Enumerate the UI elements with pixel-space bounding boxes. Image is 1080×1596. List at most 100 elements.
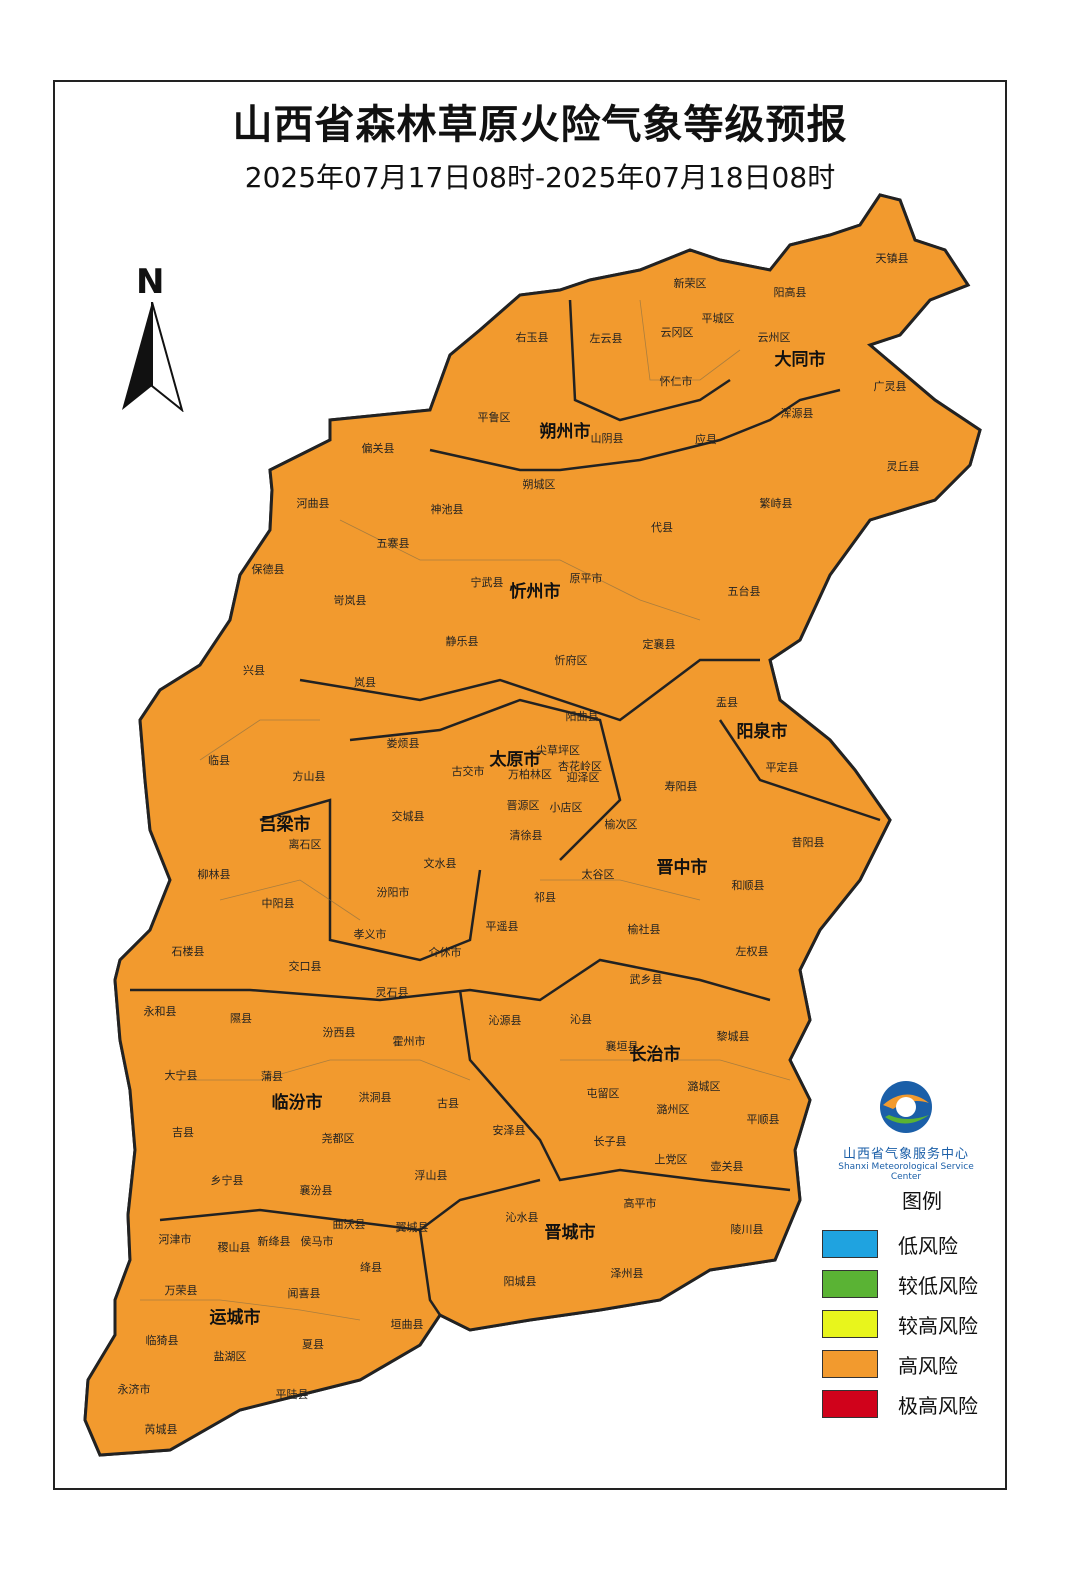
logo-icon: [880, 1081, 932, 1133]
legend-swatch-extreme: [822, 1390, 878, 1418]
county-label: 忻府区: [555, 653, 588, 667]
county-label: 霍州市: [393, 1034, 426, 1048]
city-label: 太原市: [490, 749, 541, 770]
county-label: 潞城区: [688, 1079, 721, 1093]
county-label: 汾阳市: [377, 885, 410, 899]
county-boundaries: [140, 299, 791, 1321]
county-label: 夏县: [302, 1338, 324, 1351]
legend-swatch-low: [822, 1230, 878, 1258]
county-label: 上党区: [655, 1153, 688, 1166]
county-label: 平顺县: [747, 1113, 780, 1126]
county-label: 祁县: [534, 890, 556, 904]
county-label: 介休市: [429, 945, 462, 959]
county-label: 平城区: [702, 312, 735, 325]
county-label: 神池县: [431, 502, 464, 516]
county-label: 绛县: [360, 1260, 382, 1274]
city-label: 长治市: [630, 1044, 681, 1065]
legend-swatch-high: [822, 1350, 878, 1378]
county-label: 古县: [437, 1097, 459, 1110]
county-label: 石楼县: [172, 944, 205, 958]
county-label: 兴县: [243, 664, 265, 677]
county-label: 潞州区: [657, 1102, 690, 1116]
county-label: 临县: [208, 753, 230, 767]
county-label: 芮城县: [145, 1422, 178, 1436]
county-label: 左云县: [590, 332, 623, 345]
city-label: 大同市: [775, 349, 826, 370]
county-label: 怀仁市: [660, 374, 693, 388]
county-label: 新荣区: [674, 276, 707, 290]
county-label: 杏花岭区: [558, 759, 602, 773]
service-center-logo: 山西省气象服务中心 Shanxi Meteorological Service …: [826, 1075, 986, 1185]
county-label: 寿阳县: [665, 779, 698, 793]
county-label: 和顺县: [732, 879, 765, 892]
city-label: 晋城市: [545, 1222, 596, 1243]
county-label: 右玉县: [516, 330, 549, 344]
county-label: 灵石县: [376, 986, 409, 999]
county-label: 云冈区: [661, 326, 694, 339]
county-label: 中阳县: [262, 897, 295, 910]
county-label: 长子县: [594, 1135, 627, 1148]
legend-label-extreme: 极高风险: [898, 1393, 978, 1418]
county-label: 灵丘县: [887, 460, 920, 473]
county-label: 五台县: [728, 584, 761, 598]
county-label: 乡宁县: [211, 1173, 244, 1187]
county-label: 交口县: [289, 959, 322, 973]
county-label: 岚县: [354, 676, 376, 689]
county-label: 尖草坪区: [536, 744, 580, 757]
county-label: 永和县: [144, 1004, 177, 1018]
city-label: 运城市: [210, 1307, 261, 1328]
county-label: 迎泽区: [567, 771, 600, 784]
legend-label-low: 低风险: [898, 1233, 958, 1258]
city-boundaries: [130, 299, 881, 1316]
county-label: 襄垣县: [606, 1039, 639, 1053]
county-label: 五寨县: [377, 536, 410, 550]
legend-swatch-higher: [822, 1310, 878, 1338]
county-label: 浑源县: [781, 406, 814, 420]
county-label: 方山县: [293, 769, 326, 783]
county-label: 河曲县: [297, 497, 330, 510]
legend-item-extreme: 极高风险: [822, 1384, 992, 1424]
county-label: 黎城县: [717, 1029, 750, 1043]
map-frame: [53, 80, 1007, 1490]
county-label: 岢岚县: [334, 594, 367, 607]
county-label: 平鲁区: [478, 410, 511, 424]
county-label: 武乡县: [630, 973, 663, 986]
north-label: N: [136, 262, 165, 302]
city-label: 朔州市: [540, 421, 591, 442]
county-label: 阳城县: [504, 1275, 537, 1288]
county-label: 应县: [695, 432, 717, 446]
county-label: 壶关县: [711, 1159, 744, 1173]
north-arrow-icon: [122, 302, 184, 412]
county-label: 屯留区: [587, 1087, 620, 1100]
county-label: 阳曲县: [566, 710, 599, 723]
county-label: 天镇县: [876, 251, 909, 265]
county-label: 汾西县: [323, 1026, 356, 1039]
county-label: 河津市: [159, 1232, 192, 1246]
county-label: 永济市: [118, 1382, 151, 1396]
county-label: 曲沃县: [333, 1218, 366, 1231]
county-label: 襄汾县: [300, 1183, 333, 1197]
county-label: 侯马市: [301, 1234, 334, 1248]
county-label: 隰县: [230, 1012, 252, 1025]
legend-label-higher: 较高风险: [898, 1313, 978, 1338]
legend-title: 图例: [902, 1189, 942, 1213]
north-arrow: N: [118, 262, 188, 412]
county-label: 盐湖区: [214, 1350, 247, 1363]
county-label: 万荣县: [165, 1284, 198, 1297]
legend-label-lower: 较低风险: [898, 1273, 978, 1298]
county-label: 云州区: [758, 331, 791, 344]
county-label: 平遥县: [486, 920, 519, 933]
city-label: 忻州市: [510, 581, 561, 602]
county-label: 沁源县: [489, 1013, 522, 1027]
county-label: 闻喜县: [288, 1286, 321, 1300]
county-label: 平陆县: [276, 1387, 309, 1401]
county-label: 泽州县: [611, 1267, 644, 1280]
county-label: 临猗县: [146, 1333, 179, 1347]
city-label: 晋中市: [657, 857, 708, 878]
county-label: 原平市: [570, 571, 603, 585]
county-label: 新绛县: [258, 1234, 291, 1248]
county-label: 垣曲县: [391, 1318, 424, 1331]
county-label: 吉县: [172, 1126, 194, 1139]
